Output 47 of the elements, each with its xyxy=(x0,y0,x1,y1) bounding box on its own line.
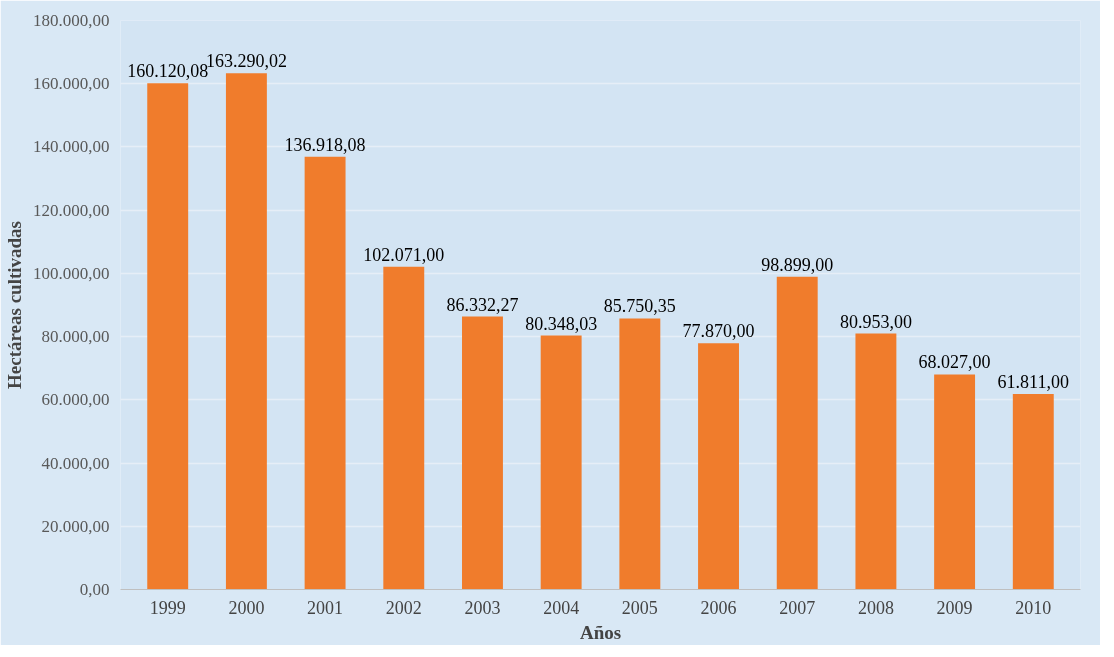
y-tick-label: 80.000,00 xyxy=(41,327,110,347)
data-label: 86.332,27 xyxy=(446,294,519,315)
data-label: 80.348,03 xyxy=(525,313,598,334)
data-label: 98.899,00 xyxy=(761,254,834,275)
x-tick-label: 2004 xyxy=(543,597,580,618)
y-tick-label: 20.000,00 xyxy=(41,516,110,536)
x-tick-label: 2007 xyxy=(779,597,816,618)
x-tick-label: 2009 xyxy=(936,597,973,618)
bar xyxy=(934,374,976,590)
x-tick-label: 2006 xyxy=(700,597,737,618)
x-tick-label: 2003 xyxy=(464,597,501,618)
bar xyxy=(855,333,897,590)
bar xyxy=(383,266,425,590)
bar xyxy=(1012,394,1054,590)
data-label: 77.870,00 xyxy=(682,321,755,342)
x-tick-label: 1999 xyxy=(149,597,186,618)
y-tick-label: 0,00 xyxy=(79,580,110,599)
y-tick-label: 140.000,00 xyxy=(33,137,110,157)
bar xyxy=(540,335,582,590)
x-tick-label: 2010 xyxy=(1015,597,1052,618)
bar xyxy=(776,276,818,590)
y-tick-label: 120.000,00 xyxy=(33,200,110,220)
data-label: 136.918,08 xyxy=(284,134,366,155)
data-label: 68.027,00 xyxy=(918,352,991,373)
data-label: 85.750,35 xyxy=(603,296,676,317)
x-tick-label: 2005 xyxy=(621,597,658,618)
x-tick-label: 2001 xyxy=(307,597,344,618)
bar xyxy=(698,343,739,590)
bar xyxy=(225,73,267,590)
y-tick-label: 100.000,00 xyxy=(33,263,110,283)
data-label: 160.120,08 xyxy=(127,61,209,82)
y-axis-title: Hectáreas cultivadas xyxy=(4,220,25,389)
data-label: 102.071,00 xyxy=(363,244,445,265)
x-tick-label: 2008 xyxy=(857,597,894,618)
bar xyxy=(462,316,503,590)
y-tick-label: 160.000,00 xyxy=(33,74,110,94)
x-tick-label: 2002 xyxy=(385,597,422,618)
x-axis-title: Años xyxy=(579,621,622,643)
y-tick-label: 60.000,00 xyxy=(41,390,110,410)
data-label: 80.953,00 xyxy=(839,311,912,332)
y-tick-label: 40.000,00 xyxy=(41,453,110,473)
y-tick-label: 180.000,00 xyxy=(33,11,110,30)
bar xyxy=(304,156,346,590)
x-tick-label: 2000 xyxy=(228,597,265,618)
data-label: 61.811,00 xyxy=(997,372,1069,393)
bar xyxy=(619,318,661,590)
bar xyxy=(147,83,189,590)
